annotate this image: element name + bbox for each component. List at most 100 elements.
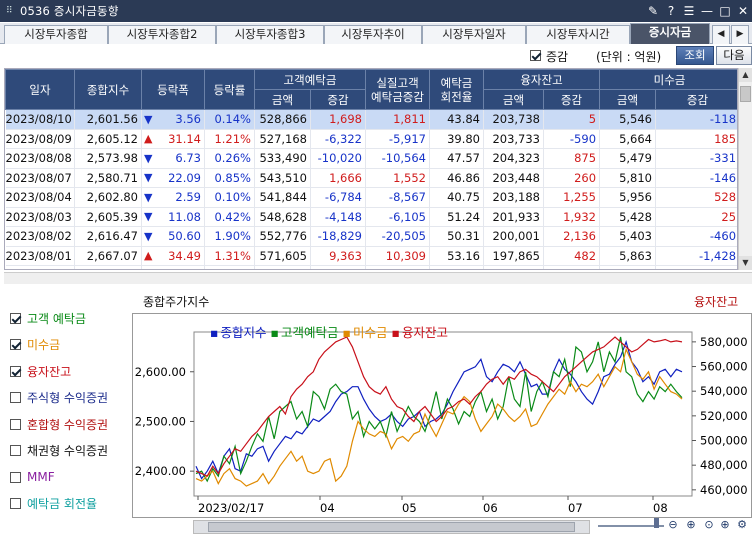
tab-market-time[interactable]: 시장투자시간 (526, 25, 630, 44)
header-turnover[interactable]: 예탁금 회전율 (429, 69, 484, 110)
zoom-slider-knob[interactable] (654, 518, 659, 528)
tab-prev-icon[interactable]: ◀ (712, 25, 730, 44)
down-arrow-icon: ▼ (144, 112, 153, 126)
header-index[interactable]: 종합지수 (74, 69, 142, 110)
minimize-icon[interactable]: — (701, 4, 713, 18)
header-rate[interactable]: 등락률 (204, 69, 255, 110)
series-checkbox[interactable] (10, 392, 21, 403)
scroll-up-icon[interactable]: ▲ (739, 68, 752, 82)
header-margin-amount[interactable]: 금액 (483, 89, 544, 110)
chart-scrollbar[interactable] (193, 520, 590, 534)
cell-date: 2023/08/02 (5, 226, 75, 247)
series-toggle[interactable]: 혼합형 수익증권 (10, 416, 108, 432)
legend-label: 종합지수 (220, 325, 267, 340)
window-menu-icon[interactable]: ⠿ (6, 6, 13, 16)
cell-margin-change: -2,290 (543, 265, 601, 269)
series-checkbox[interactable] (10, 312, 21, 324)
tab-market-overview-2[interactable]: 시장투자종합2 (108, 25, 216, 44)
table-row[interactable]: 2023/07/312,632.58▲ 24.260.93%562,2424,94… (5, 265, 737, 269)
zoom-reset-icon[interactable]: ⊙ (704, 518, 714, 531)
query-button[interactable]: 조회 (676, 46, 714, 65)
series-toggle[interactable]: 채권형 수익증권 (10, 443, 108, 459)
cell-unpaid-change: 185 (655, 129, 737, 149)
series-toggle[interactable]: 고객 예탁금 (10, 310, 86, 326)
table-row[interactable]: 2023/08/02 2,616.47 ▼ 50.60 1.90% 552,776 -18,… (5, 226, 737, 247)
table-row[interactable]: 2023/08/01 2,667.07 ▲ 34.49 1.31% 571,605 9,36… (5, 246, 737, 266)
tab-market-daily[interactable]: 시장투자일자 (422, 25, 526, 44)
header-date[interactable]: 일자 (5, 69, 75, 110)
header-unpaid-amount[interactable]: 금액 (599, 89, 657, 110)
change-checkbox[interactable] (530, 50, 541, 61)
cell-margin-change: 1,932 (543, 207, 601, 227)
tab-market-overview-3[interactable]: 시장투자종합3 (216, 25, 324, 44)
table-row[interactable]: 2023/08/08 2,573.98 ▼ 6.73 0.26% 533,490 -10,0… (5, 148, 737, 169)
cell-index: 2,580.71 (74, 168, 142, 188)
header-unpaid-change[interactable]: 증감 (655, 89, 737, 110)
header-real-deposit-change[interactable]: 실질고객 예탁금증감 (365, 69, 430, 110)
x-tick-label: 05 (402, 501, 417, 515)
help-icon[interactable]: ? (667, 4, 675, 18)
zoom-out-icon[interactable]: ⊖ (668, 518, 678, 531)
cell-rate: 0.85% (204, 168, 255, 188)
option-bar: 증감 (단위 : 억원) 조회 다음 (0, 45, 752, 67)
cell-cust-change: 9,363 (310, 246, 366, 266)
series-checkbox[interactable] (10, 418, 21, 430)
settings-icon[interactable]: ⚙ (737, 518, 747, 531)
header-margin-change[interactable]: 증감 (542, 89, 601, 110)
series-toggle[interactable]: 예탁금 회전율 (10, 496, 97, 512)
table-horizontal-scrollbar[interactable] (4, 272, 752, 284)
table-row[interactable]: 2023/08/03 2,605.39 ▼ 11.08 0.42% 548,628 -4,1… (5, 207, 737, 227)
tab-market-trend[interactable]: 시장투자추이 (324, 25, 422, 44)
series-checkbox[interactable] (10, 339, 21, 350)
close-icon[interactable]: ✕ (737, 4, 749, 18)
header-unpaid[interactable]: 미수금 (599, 69, 737, 90)
tab-market-funds[interactable]: 증시자금 (630, 23, 710, 44)
table-row[interactable]: 2023/08/07 2,580.71 ▼ 22.09 0.85% 543,510 1,66… (5, 168, 737, 188)
change-value: 22.09 (168, 170, 201, 185)
scroll-down-icon[interactable]: ▼ (739, 256, 752, 270)
table-row[interactable]: 2023/08/04 2,602.80 ▼ 2.59 0.10% 541,844 -6,78… (5, 187, 737, 208)
pin-icon[interactable]: ✎ (647, 4, 659, 18)
legend-item: ▪ 종합지수 (210, 325, 269, 340)
header-cust-amount[interactable]: 금액 (254, 89, 311, 110)
series-checkbox[interactable] (10, 498, 21, 509)
zoom-area-icon[interactable]: ⊕ (720, 518, 730, 531)
down-arrow-icon: ▼ (144, 210, 153, 224)
tab-next-icon[interactable]: ▶ (731, 25, 749, 44)
header-cust-change[interactable]: 증감 (310, 89, 366, 110)
zoom-slider[interactable] (598, 521, 664, 527)
series-toggle[interactable]: 주식형 수익증권 (10, 390, 108, 406)
series-checkbox[interactable] (10, 471, 21, 483)
scroll-thumb[interactable] (740, 86, 751, 102)
series-toggle[interactable]: MMF (10, 469, 55, 485)
table-vertical-scrollbar[interactable]: ▲ ▼ (738, 68, 752, 270)
cell-real-change: 1,811 (365, 109, 430, 130)
zoom-in-icon[interactable]: ⊕ (686, 518, 696, 531)
header-customer-deposit[interactable]: 고객예탁금 (254, 69, 366, 90)
cell-index: 2,601.56 (74, 109, 142, 130)
series-checkbox[interactable] (10, 445, 21, 456)
chart-scroll-thumb[interactable] (208, 522, 575, 532)
legend-bullet-icon: ▪ (342, 325, 351, 340)
cell-cust-change: -6,322 (310, 129, 366, 149)
header-margin[interactable]: 융자잔고 (482, 69, 601, 90)
series-toggle[interactable]: 미수금 (10, 337, 60, 353)
cell-unpaid-amount: 5,956 (599, 187, 657, 208)
maximize-icon[interactable]: □ (719, 4, 731, 18)
series-toggle[interactable]: 융자잔고 (10, 363, 71, 379)
next-button[interactable]: 다음 (716, 46, 752, 65)
cell-margin-change: 482 (543, 246, 601, 266)
table-row[interactable]: 2023/08/10 2,601.56 ▼ 3.56 0.14% 528,866 1,698… (5, 109, 737, 130)
table-row[interactable]: 2023/08/09 2,605.12 ▲ 31.14 1.21% 527,168 -6,3… (5, 129, 737, 149)
legend-label: 미수금 (352, 325, 388, 340)
cell-real-change: 10,309 (365, 246, 430, 266)
cell-date: 2023/08/09 (5, 129, 75, 149)
header-change[interactable]: 등락폭 (141, 69, 205, 110)
menu-icon[interactable]: ☰ (683, 4, 695, 18)
series-checkbox[interactable] (10, 365, 21, 377)
cell-real-change: -6,105 (365, 207, 430, 227)
tab-market-overview[interactable]: 시장투자종합 (4, 25, 108, 44)
cell-real-change: 1,552 (365, 168, 430, 188)
series-label: 예탁금 회전율 (27, 497, 98, 511)
right-tick-label: 460,000 (700, 483, 748, 497)
